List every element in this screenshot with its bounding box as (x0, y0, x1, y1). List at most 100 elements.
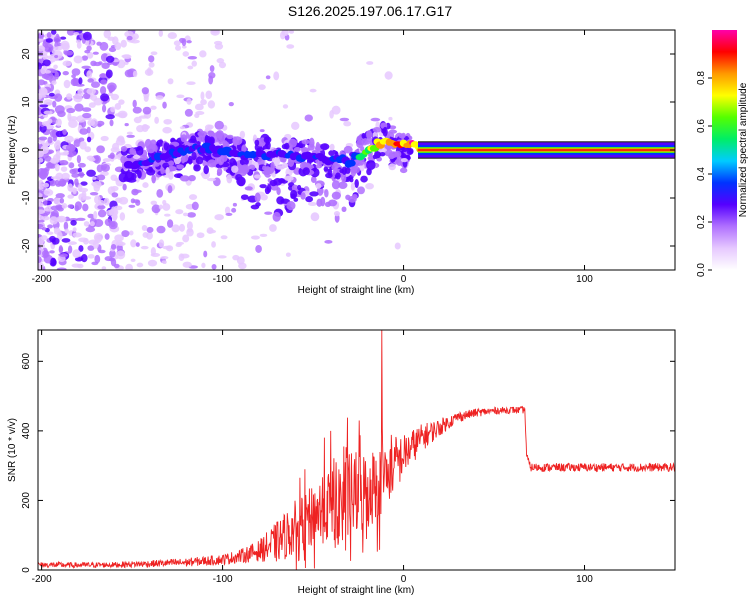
spectrogram-cell (349, 177, 354, 183)
spectrogram-cell (186, 221, 193, 231)
spectrogram-cell (162, 245, 172, 250)
spectrogram-cell (65, 144, 76, 152)
spectrogram-cell (38, 33, 45, 39)
spectrogram-cell (43, 99, 54, 106)
spectrogram-cell (162, 203, 171, 211)
colorbar-tick-label: 0.6 (696, 119, 707, 133)
spectrogram-cell (310, 212, 320, 222)
spectrogram-cell (347, 195, 357, 203)
spectrogram-cell (49, 235, 56, 243)
spectrogram-cell (254, 139, 260, 146)
spectrogram-cell (104, 233, 110, 240)
spectrogram-cell (83, 221, 90, 227)
spectrogram-cell (71, 68, 81, 76)
spectrogram-cell (179, 126, 186, 130)
spectrogram-cell (108, 86, 114, 94)
spectrogram-cell (162, 101, 167, 109)
spectrogram-cell (50, 205, 60, 211)
spectrogram-cell (119, 212, 126, 221)
spectrogram-cell (46, 31, 52, 39)
spectrogram-cell (406, 149, 414, 156)
spectrogram-cell (357, 186, 365, 195)
spectrogram-cell (273, 71, 280, 81)
spectrogram-cell (324, 239, 333, 244)
spectrogram-cell (254, 192, 261, 203)
spectrogram-cell (43, 189, 54, 197)
spectrogram-cell (81, 190, 87, 199)
spectrogram-cell (310, 176, 317, 183)
spectrogram-cell (49, 250, 55, 254)
spectrogram-cell (259, 184, 267, 189)
spectrogram-cell (309, 88, 317, 93)
spectrogram-cell (69, 116, 78, 121)
spectrogram-cell (161, 260, 167, 264)
spectrogram-cell (338, 181, 348, 189)
colorbar-tick-label: 0.2 (696, 215, 707, 229)
spectrogram-cell (66, 107, 76, 114)
spectrogram-cell (250, 204, 260, 210)
spectrogram-cell (92, 51, 99, 55)
spectrogram-cell (64, 50, 74, 56)
spectrogram-cell (42, 182, 50, 188)
spectrogram-cell (114, 103, 122, 110)
spectrogram-cell (103, 197, 110, 206)
spectrogram-cells (38, 30, 675, 270)
spectrogram-cell (75, 217, 86, 221)
spectrogram-cell (191, 201, 199, 211)
spectrogram-cell (78, 237, 88, 243)
spectrogram-cell (360, 175, 368, 183)
spectrogram-cell (97, 123, 102, 128)
spectrogram-cell (62, 128, 67, 136)
spectrogram-x-tick-label: 0 (401, 274, 407, 285)
spectrogram-cell (136, 208, 145, 214)
spectrogram-cell (231, 165, 239, 173)
spectrogram-cell (120, 155, 127, 164)
snr-x-axis-title: Height of straight line (km) (298, 585, 415, 596)
spectrogram-cell (244, 186, 253, 191)
spectrogram-x-tick-label: 100 (576, 274, 593, 285)
spectrogram-cell (55, 118, 62, 127)
spectrogram-cell (38, 167, 46, 176)
spectrogram-cell (265, 167, 275, 172)
spectrogram-cell (50, 176, 61, 180)
spectrogram-cell (284, 142, 290, 150)
spectrogram-cell (86, 51, 94, 59)
spectrogram-cell (224, 206, 231, 215)
spectrogram-cell (206, 227, 214, 235)
spectrogram-cell (191, 60, 198, 67)
spectrogram-cell (120, 145, 128, 152)
spectrogram-cell (182, 51, 190, 57)
spectrogram-cell (187, 65, 194, 70)
spectrogram-cell (118, 99, 125, 105)
snr-ticks: -200 -100 0 100 0 200 400 600 (21, 330, 675, 585)
spectrogram-cell (100, 135, 109, 142)
spectrogram-cell (87, 245, 95, 251)
spectrogram-cell (158, 30, 164, 37)
spectrogram-cell (203, 165, 209, 175)
spectrogram-cell (38, 249, 42, 256)
spectrogram-cell (399, 167, 408, 174)
spectrogram-cell (53, 64, 58, 70)
spectrogram-cell (315, 141, 320, 152)
spectrogram-cell (38, 136, 48, 141)
spectrogram-cell (327, 199, 338, 207)
spectrogram-cell (141, 124, 150, 130)
spectrogram-cell (218, 61, 227, 69)
spectrogram-cell (286, 200, 296, 211)
spectrogram-cell (101, 104, 107, 113)
spectrogram-cell (199, 50, 207, 58)
spectrogram-cell (184, 108, 193, 117)
spectrogram-cell (400, 157, 408, 163)
spectrogram-cell (187, 155, 193, 165)
spectrogram-cell (211, 264, 217, 270)
spectrogram-cell (100, 163, 110, 172)
spectrogram-cell (67, 241, 77, 245)
spectrogram-cell (61, 202, 68, 209)
spectrogram-cell (58, 245, 63, 254)
spectrogram-cell (55, 193, 65, 199)
spectrogram-cell (331, 105, 341, 115)
spectrogram-cell (167, 32, 177, 39)
spectrogram-cell (38, 38, 42, 42)
spectrogram-cell (300, 192, 306, 200)
spectrogram-cell (92, 240, 99, 249)
